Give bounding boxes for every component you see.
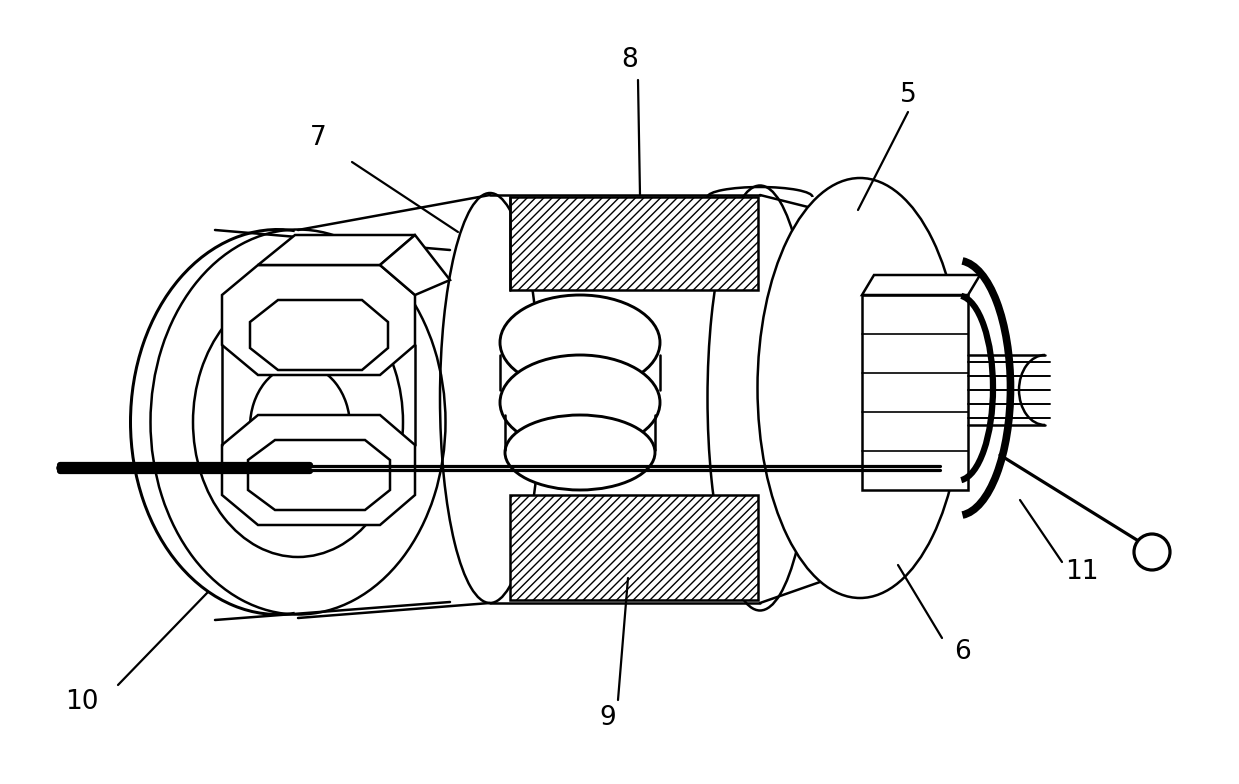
Ellipse shape bbox=[506, 415, 655, 490]
Polygon shape bbox=[510, 495, 758, 600]
Polygon shape bbox=[250, 300, 388, 370]
Polygon shape bbox=[222, 415, 415, 525]
Polygon shape bbox=[258, 235, 415, 265]
Polygon shape bbox=[510, 197, 758, 290]
Text: 11: 11 bbox=[1066, 559, 1099, 585]
Text: 5: 5 bbox=[900, 82, 917, 108]
Polygon shape bbox=[248, 440, 390, 510]
Polygon shape bbox=[222, 265, 415, 375]
Text: 9: 9 bbox=[600, 705, 616, 731]
Polygon shape bbox=[380, 235, 450, 295]
Ellipse shape bbox=[501, 355, 660, 450]
Ellipse shape bbox=[757, 178, 963, 598]
Polygon shape bbox=[862, 295, 968, 490]
Ellipse shape bbox=[501, 295, 660, 390]
Text: 8: 8 bbox=[622, 47, 638, 73]
Polygon shape bbox=[862, 275, 980, 295]
Text: 6: 6 bbox=[954, 639, 970, 665]
Circle shape bbox=[1134, 534, 1170, 570]
Text: 10: 10 bbox=[66, 689, 99, 715]
Text: 7: 7 bbox=[310, 125, 326, 151]
